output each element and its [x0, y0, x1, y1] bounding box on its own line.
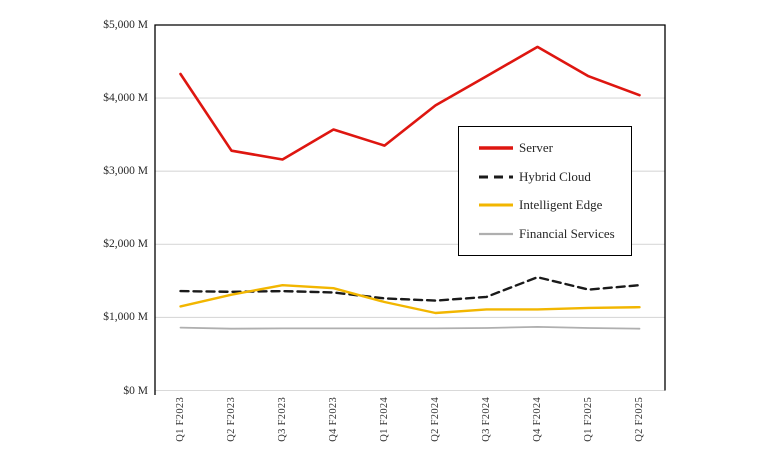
- x-axis-tick-text: Q1 F2023: [175, 397, 186, 442]
- x-axis-tick-text: Q3 F2023: [277, 397, 288, 442]
- legend-label: Hybrid Cloud: [519, 168, 591, 184]
- legend-swatch-intelligent-edge: [479, 203, 513, 207]
- legend-swatch-financial-services: [479, 233, 513, 236]
- x-axis-tick-label: Q3 F2024: [479, 397, 495, 455]
- x-axis-tick-label: Q4 F2023: [326, 397, 342, 455]
- x-axis-tick-label: Q2 F2025: [632, 397, 648, 455]
- x-axis-tick-label: Q1 F2023: [173, 397, 189, 455]
- legend-label: Financial Services: [519, 226, 615, 242]
- series-line-hybrid-cloud: [179, 276, 641, 302]
- legend-item-intelligent-edge: Intelligent Edge: [459, 197, 631, 213]
- series-line-server: [179, 45, 641, 161]
- y-axis-tick-label: $1,000 M: [103, 311, 148, 324]
- legend-swatch-server: [479, 146, 513, 150]
- x-axis-tick-text: Q1 F2025: [583, 397, 594, 442]
- y-axis-tick-label: $4,000 M: [103, 92, 148, 105]
- x-axis-tick-label: Q4 F2024: [530, 397, 546, 455]
- x-axis-tick-label: Q2 F2023: [224, 397, 240, 455]
- series-line-financial-services: [179, 325, 641, 330]
- legend: Server Hybrid Cloud Intelligent Edge Fin…: [458, 126, 632, 256]
- legend-item-financial-services: Financial Services: [459, 226, 631, 242]
- legend-item-server: Server: [459, 140, 631, 156]
- legend-label: Server: [519, 139, 553, 155]
- series-line-intelligent-edge: [179, 284, 641, 315]
- legend-label: Intelligent Edge: [519, 197, 603, 213]
- y-axis-tick-label: $2,000 M: [103, 238, 148, 251]
- plot-border: [154, 24, 666, 395]
- x-axis-tick-label: Q1 F2025: [581, 397, 597, 455]
- legend-item-hybrid-cloud: Hybrid Cloud: [459, 169, 631, 185]
- x-axis-tick-text: Q4 F2023: [328, 397, 339, 442]
- x-axis-tick-label: Q1 F2024: [377, 397, 393, 455]
- x-axis-tick-text: Q3 F2024: [481, 397, 492, 442]
- x-axis-tick-text: Q2 F2023: [226, 397, 237, 442]
- legend-swatch-hybrid-cloud: [479, 175, 513, 179]
- x-axis-tick-text: Q1 F2024: [379, 397, 390, 442]
- x-axis-tick-label: Q3 F2023: [275, 397, 291, 455]
- x-axis-tick-text: Q2 F2024: [430, 397, 441, 442]
- x-axis-tick-text: Q2 F2025: [634, 397, 645, 442]
- y-axis-tick-label: $3,000 M: [103, 165, 148, 178]
- y-axis-tick-label: $0 M: [123, 384, 148, 397]
- y-axis-tick-label: $5,000 M: [103, 19, 148, 31]
- x-axis-tick-label: Q2 F2024: [428, 397, 444, 455]
- x-axis-tick-text: Q4 F2024: [532, 397, 543, 442]
